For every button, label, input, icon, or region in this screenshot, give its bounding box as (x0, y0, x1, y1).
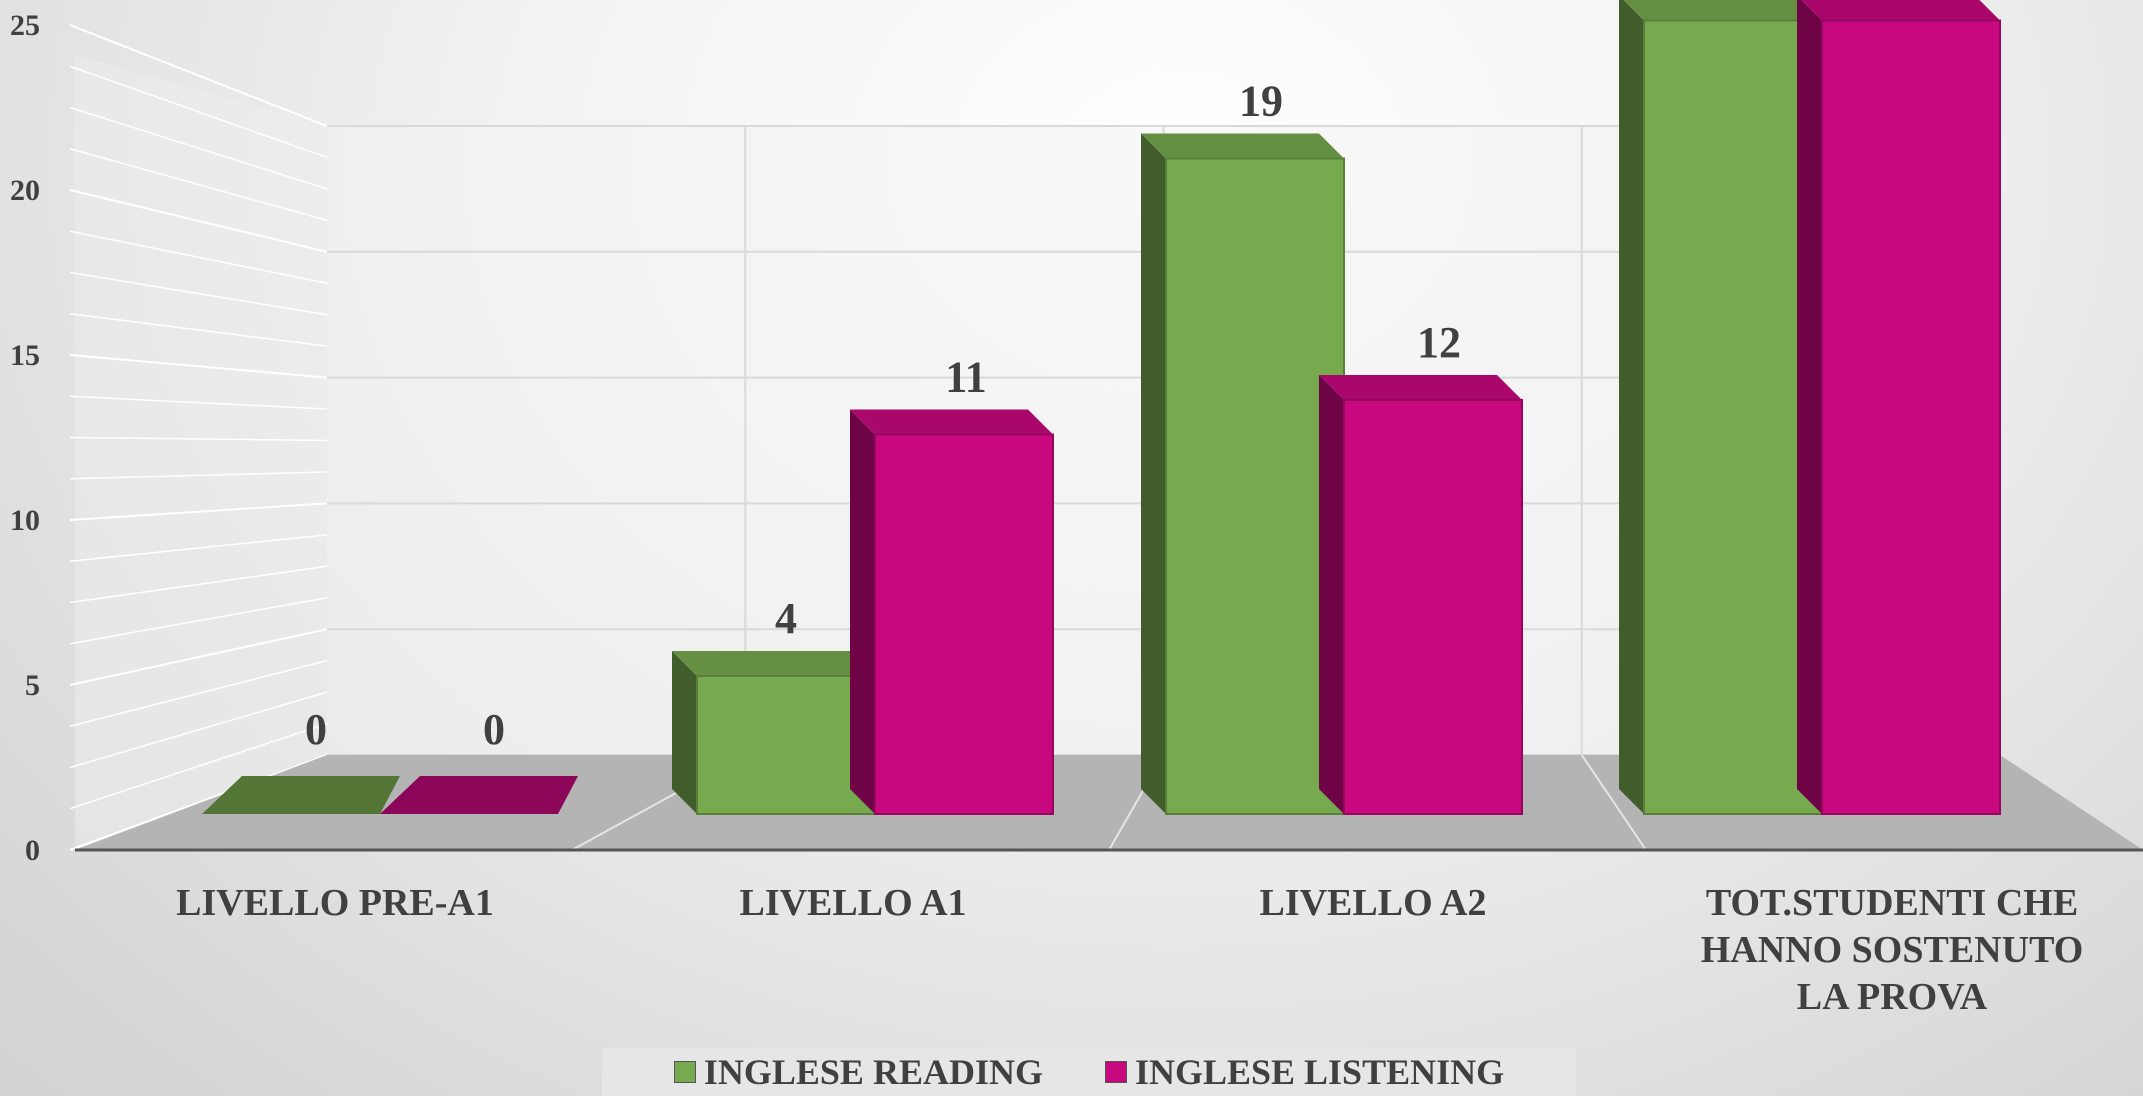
legend-item-listening: INGLESE LISTENING (1104, 1052, 1505, 1092)
data-label-inglese-listening-0: 0 (483, 705, 505, 754)
side-minor-gridline (69, 565, 328, 604)
bar-inglese-listening-1 (850, 409, 1054, 815)
category-label-line: TOT.STUDENTI CHE (1706, 882, 2078, 924)
side-minor-gridline (69, 659, 328, 727)
side-minor-gridline (69, 230, 328, 284)
side-minor-gridline (69, 148, 328, 222)
legend-label-listening: INGLESE LISTENING (1134, 1052, 1505, 1092)
side-gridline (69, 189, 328, 253)
data-labels: 0419230111223 (305, 77, 1461, 755)
side-minor-gridline (69, 106, 328, 190)
bars (202, 0, 2001, 815)
bar-top (1623, 0, 1822, 21)
bar-flat (202, 776, 400, 814)
side-gridline (69, 24, 328, 127)
side-minor-gridline (69, 313, 328, 347)
bar-inglese-reading-3 (1619, 0, 1823, 815)
side-minor-gridline (69, 395, 328, 410)
side-gridline (69, 754, 328, 851)
side-gridline (69, 628, 328, 686)
data-label-inglese-reading-1: 4 (775, 594, 797, 643)
y-tick-label: 5 (25, 669, 40, 702)
bar-front (1165, 157, 1345, 815)
data-label-inglese-listening-1: 11 (945, 353, 987, 402)
bar-flat (380, 776, 578, 814)
category-label-line: HANNO SOSTENUTO (1701, 929, 2084, 971)
bar-top (1141, 133, 1344, 159)
bar-side (672, 651, 697, 814)
category-label-line: LIVELLO A2 (1259, 882, 1486, 924)
legend: INGLESE READING INGLESE LISTENING (602, 1048, 1576, 1096)
y-tick-label: 20 (10, 174, 40, 207)
category-label-0: LIVELLO PRE-A1 (176, 882, 494, 924)
legend-swatch-listening (1104, 1061, 1127, 1083)
bar-inglese-listening-3 (1797, 0, 2001, 815)
bar-top (1801, 0, 2000, 21)
floor-divider (1580, 754, 1647, 851)
side-minor-gridline (69, 534, 328, 562)
data-label-inglese-listening-2: 12 (1417, 318, 1461, 367)
bar-side (1619, 0, 1644, 814)
side-gridline (69, 354, 328, 379)
category-label-2: LIVELLO A2 (1259, 882, 1486, 924)
y-axis-ticks: 0 5 10 15 20 25 (10, 9, 40, 867)
bar-top (850, 409, 1053, 435)
bar-front (1821, 19, 2001, 815)
side-wall (75, 55, 327, 850)
bar-inglese-listening-0 (380, 776, 578, 814)
legend-label-reading: INGLESE READING (703, 1052, 1043, 1092)
legend-swatch-reading (673, 1061, 696, 1083)
y-tick-label: 0 (25, 834, 40, 867)
side-minor-gridline (69, 691, 328, 769)
bar-side (1797, 0, 1822, 814)
bar-inglese-listening-2 (1319, 375, 1523, 815)
side-minor-gridline (69, 597, 328, 645)
legend-item-reading: INGLESE READING (673, 1052, 1043, 1092)
bar-side (850, 409, 875, 814)
category-label-line: LIVELLO PRE-A1 (176, 882, 494, 924)
bar-front (696, 675, 876, 815)
bar-inglese-reading-0 (202, 776, 400, 814)
bar-top (672, 651, 875, 676)
category-label-line: LIVELLO A1 (739, 882, 966, 924)
bar-side (1141, 133, 1166, 814)
side-gridline (69, 502, 328, 521)
category-labels: LIVELLO PRE-A1 LIVELLO A1 LIVELLO A2 TOT.ST… (176, 882, 2083, 1018)
y-tick-label: 25 (10, 9, 40, 42)
data-label-inglese-reading-0: 0 (305, 705, 327, 754)
y-tick-label: 15 (10, 339, 40, 372)
category-label-line: LA PROVA (1797, 976, 1988, 1018)
bar-side (1319, 375, 1344, 814)
side-minor-gridline (69, 436, 328, 442)
bar-front (874, 433, 1054, 815)
bar-inglese-reading-2 (1141, 133, 1345, 815)
side-minor-gridline (69, 65, 328, 159)
data-label-inglese-reading-2: 19 (1239, 77, 1283, 126)
category-label-3: TOT.STUDENTI CHE HANNO SOSTENUTO LA PROVA (1701, 882, 2084, 1018)
side-minor-gridline (69, 271, 328, 316)
bar-inglese-reading-1 (672, 651, 876, 815)
bar-top (1319, 375, 1522, 400)
side-minor-gridline (69, 471, 328, 480)
side-minor-gridline (69, 722, 328, 810)
bar-front (1343, 399, 1523, 815)
bar-front (1643, 19, 1823, 815)
y-tick-label: 10 (10, 504, 40, 537)
category-label-1: LIVELLO A1 (739, 882, 966, 924)
